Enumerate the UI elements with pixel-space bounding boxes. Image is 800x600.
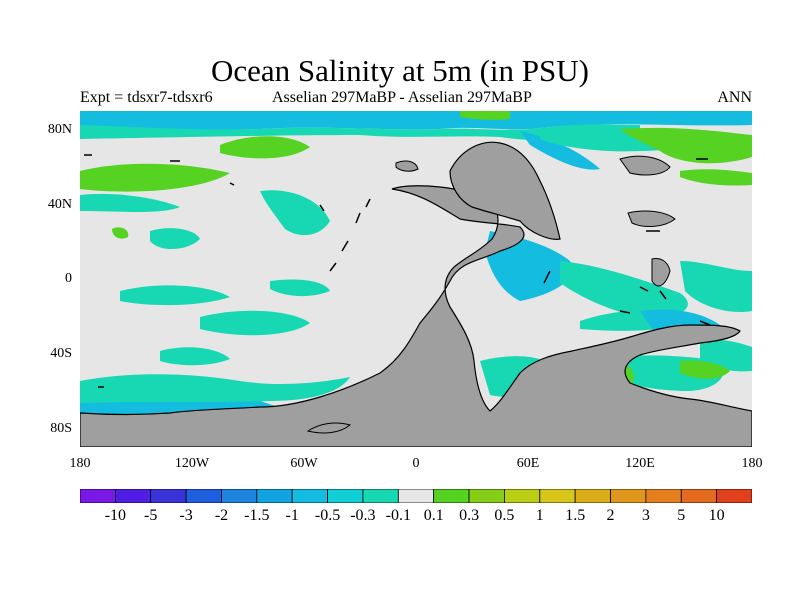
coastline-fragments [84, 154, 711, 388]
lat-label-0: 0 [65, 271, 72, 286]
colorbar-swatch [185, 489, 222, 503]
colorbar-swatch [610, 489, 647, 503]
colorbar-label: 1.5 [565, 507, 586, 524]
salinity-map [80, 111, 752, 447]
colorbar-swatch [80, 489, 116, 503]
colorbar-label: -10 [104, 507, 127, 524]
lon-label-120e: 120E [625, 456, 655, 471]
colorbar-swatch [291, 489, 328, 503]
colorbar-label: 10 [708, 507, 725, 524]
north-teal-patches [80, 190, 752, 366]
colorbar-swatch [680, 489, 718, 503]
season-label: ANN [717, 89, 752, 106]
colorbar-label: 3 [641, 507, 650, 524]
map-title: Ocean Salinity at 5m (in PSU) [211, 53, 589, 88]
colorbar-label: -1 [285, 507, 299, 524]
colorbar-swatch [716, 489, 752, 503]
lon-label-120w: 120W [174, 456, 210, 471]
colorbar-label: 0.3 [459, 507, 480, 524]
lon-label-0: 0 [412, 456, 420, 471]
colorbar-label: 0.1 [423, 507, 444, 524]
north-green-patches [80, 111, 752, 239]
colorbar-swatch [256, 489, 293, 503]
colorbar-swatch [468, 489, 505, 503]
colorbar-label: 0.5 [494, 507, 515, 524]
colorbar-label: 2 [606, 507, 615, 524]
lat-label-40n: 40N [47, 197, 72, 212]
lat-label-40s: 40S [50, 346, 72, 361]
colorbar-label: 1 [535, 507, 544, 524]
lon-label-60e: 60E [516, 456, 540, 471]
colorbar-label: -3 [179, 507, 193, 524]
colorbar [80, 489, 752, 503]
colorbar-swatch [645, 489, 682, 503]
colorbar-swatch [327, 489, 364, 503]
colorbar-swatch [539, 489, 576, 503]
colorbar-label: -0.3 [350, 507, 376, 524]
colorbar-swatch [362, 489, 399, 503]
colorbar-swatch [397, 489, 435, 503]
colorbar-swatch [504, 489, 541, 503]
colorbar-label: -1.5 [244, 507, 270, 524]
colorbar-label: 5 [677, 507, 686, 524]
colorbar-label: -5 [144, 507, 158, 524]
colorbar-swatch [114, 489, 152, 503]
colorbar-swatch [574, 489, 611, 503]
north-cyan-region [80, 111, 752, 170]
lon-label-180e: 180 [741, 456, 763, 471]
period-label: Asselian 297MaBP - Asselian 297MaBP [272, 89, 532, 106]
colorbar-swatch [150, 489, 187, 503]
colorbar-label: -2 [214, 507, 229, 524]
experiment-label: Expt = tdsxr7-tdsxr6 [80, 89, 213, 106]
lat-label-80s: 80S [50, 421, 72, 436]
pangaea-land [80, 141, 752, 447]
lon-label-180w: 180 [69, 456, 91, 471]
lat-label-80n: 80N [47, 122, 72, 137]
lon-label-60w: 60W [290, 456, 318, 471]
colorbar-swatch [221, 489, 258, 503]
colorbar-swatch [433, 489, 470, 503]
colorbar-label: -0.5 [314, 507, 341, 524]
colorbar-label: -0.1 [385, 507, 411, 524]
